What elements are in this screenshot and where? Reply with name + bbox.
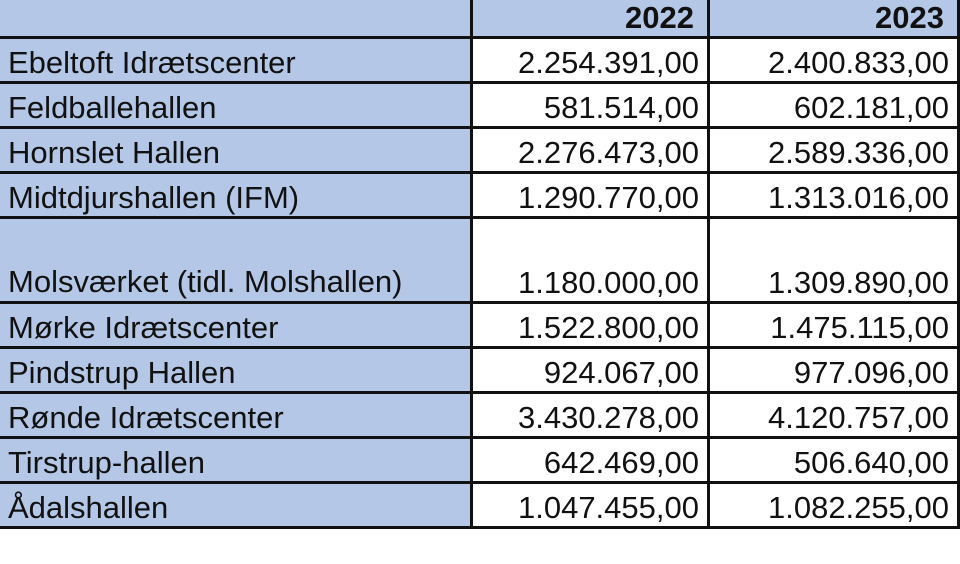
value-2023: 4.120.757,00 xyxy=(707,391,960,439)
header-name-cell xyxy=(0,0,473,39)
value-2022: 1.522.800,00 xyxy=(470,301,710,349)
facility-name: Ebeltoft Idrætscenter xyxy=(0,36,473,84)
value-2023: 2.589.336,00 xyxy=(707,126,960,174)
facility-name: Molsværket (tidl. Molshallen) xyxy=(0,216,473,304)
value-2023: 977.096,00 xyxy=(707,346,960,394)
table-row: Feldballehallen 581.514,00 602.181,00 xyxy=(0,81,960,129)
table-row: Tirstrup-hallen 642.469,00 506.640,00 xyxy=(0,436,960,484)
value-2022: 581.514,00 xyxy=(470,81,710,129)
facility-name: Mørke Idrætscenter xyxy=(0,301,473,349)
value-2022: 1.180.000,00 xyxy=(470,216,710,304)
header-year-2022: 2022 xyxy=(470,0,710,39)
value-2022: 1.290.770,00 xyxy=(470,171,710,219)
value-2023: 1.475.115,00 xyxy=(707,301,960,349)
header-row: 2022 2023 xyxy=(0,0,960,39)
value-2022: 2.254.391,00 xyxy=(470,36,710,84)
table-row: Ebeltoft Idrætscenter 2.254.391,00 2.400… xyxy=(0,36,960,84)
facility-name: Pindstrup Hallen xyxy=(0,346,473,394)
budget-table: 2022 2023 Ebeltoft Idrætscenter 2.254.39… xyxy=(0,0,960,529)
table-row: Pindstrup Hallen 924.067,00 977.096,00 xyxy=(0,346,960,394)
facility-name: Rønde Idrætscenter xyxy=(0,391,473,439)
value-2023: 1.082.255,00 xyxy=(707,481,960,529)
value-2022: 3.430.278,00 xyxy=(470,391,710,439)
value-2023: 506.640,00 xyxy=(707,436,960,484)
value-2022: 2.276.473,00 xyxy=(470,126,710,174)
value-2022: 642.469,00 xyxy=(470,436,710,484)
value-2023: 1.313.016,00 xyxy=(707,171,960,219)
table-row: Midtdjurshallen (IFM) 1.290.770,00 1.313… xyxy=(0,171,960,219)
value-2023: 1.309.890,00 xyxy=(707,216,960,304)
table-row: Ådalshallen 1.047.455,00 1.082.255,00 xyxy=(0,481,960,529)
header-year-2023: 2023 xyxy=(707,0,960,39)
table-row: Hornslet Hallen 2.276.473,00 2.589.336,0… xyxy=(0,126,960,174)
table-row: Rønde Idrætscenter 3.430.278,00 4.120.75… xyxy=(0,391,960,439)
facility-name: Midtdjurshallen (IFM) xyxy=(0,171,473,219)
table-row: Mørke Idrætscenter 1.522.800,00 1.475.11… xyxy=(0,301,960,349)
facility-name: Hornslet Hallen xyxy=(0,126,473,174)
value-2023: 602.181,00 xyxy=(707,81,960,129)
facility-name: Tirstrup-hallen xyxy=(0,436,473,484)
table-row: Molsværket (tidl. Molshallen) 1.180.000,… xyxy=(0,216,960,304)
value-2022: 1.047.455,00 xyxy=(470,481,710,529)
facility-name: Ådalshallen xyxy=(0,481,473,529)
value-2023: 2.400.833,00 xyxy=(707,36,960,84)
facility-name: Feldballehallen xyxy=(0,81,473,129)
value-2022: 924.067,00 xyxy=(470,346,710,394)
